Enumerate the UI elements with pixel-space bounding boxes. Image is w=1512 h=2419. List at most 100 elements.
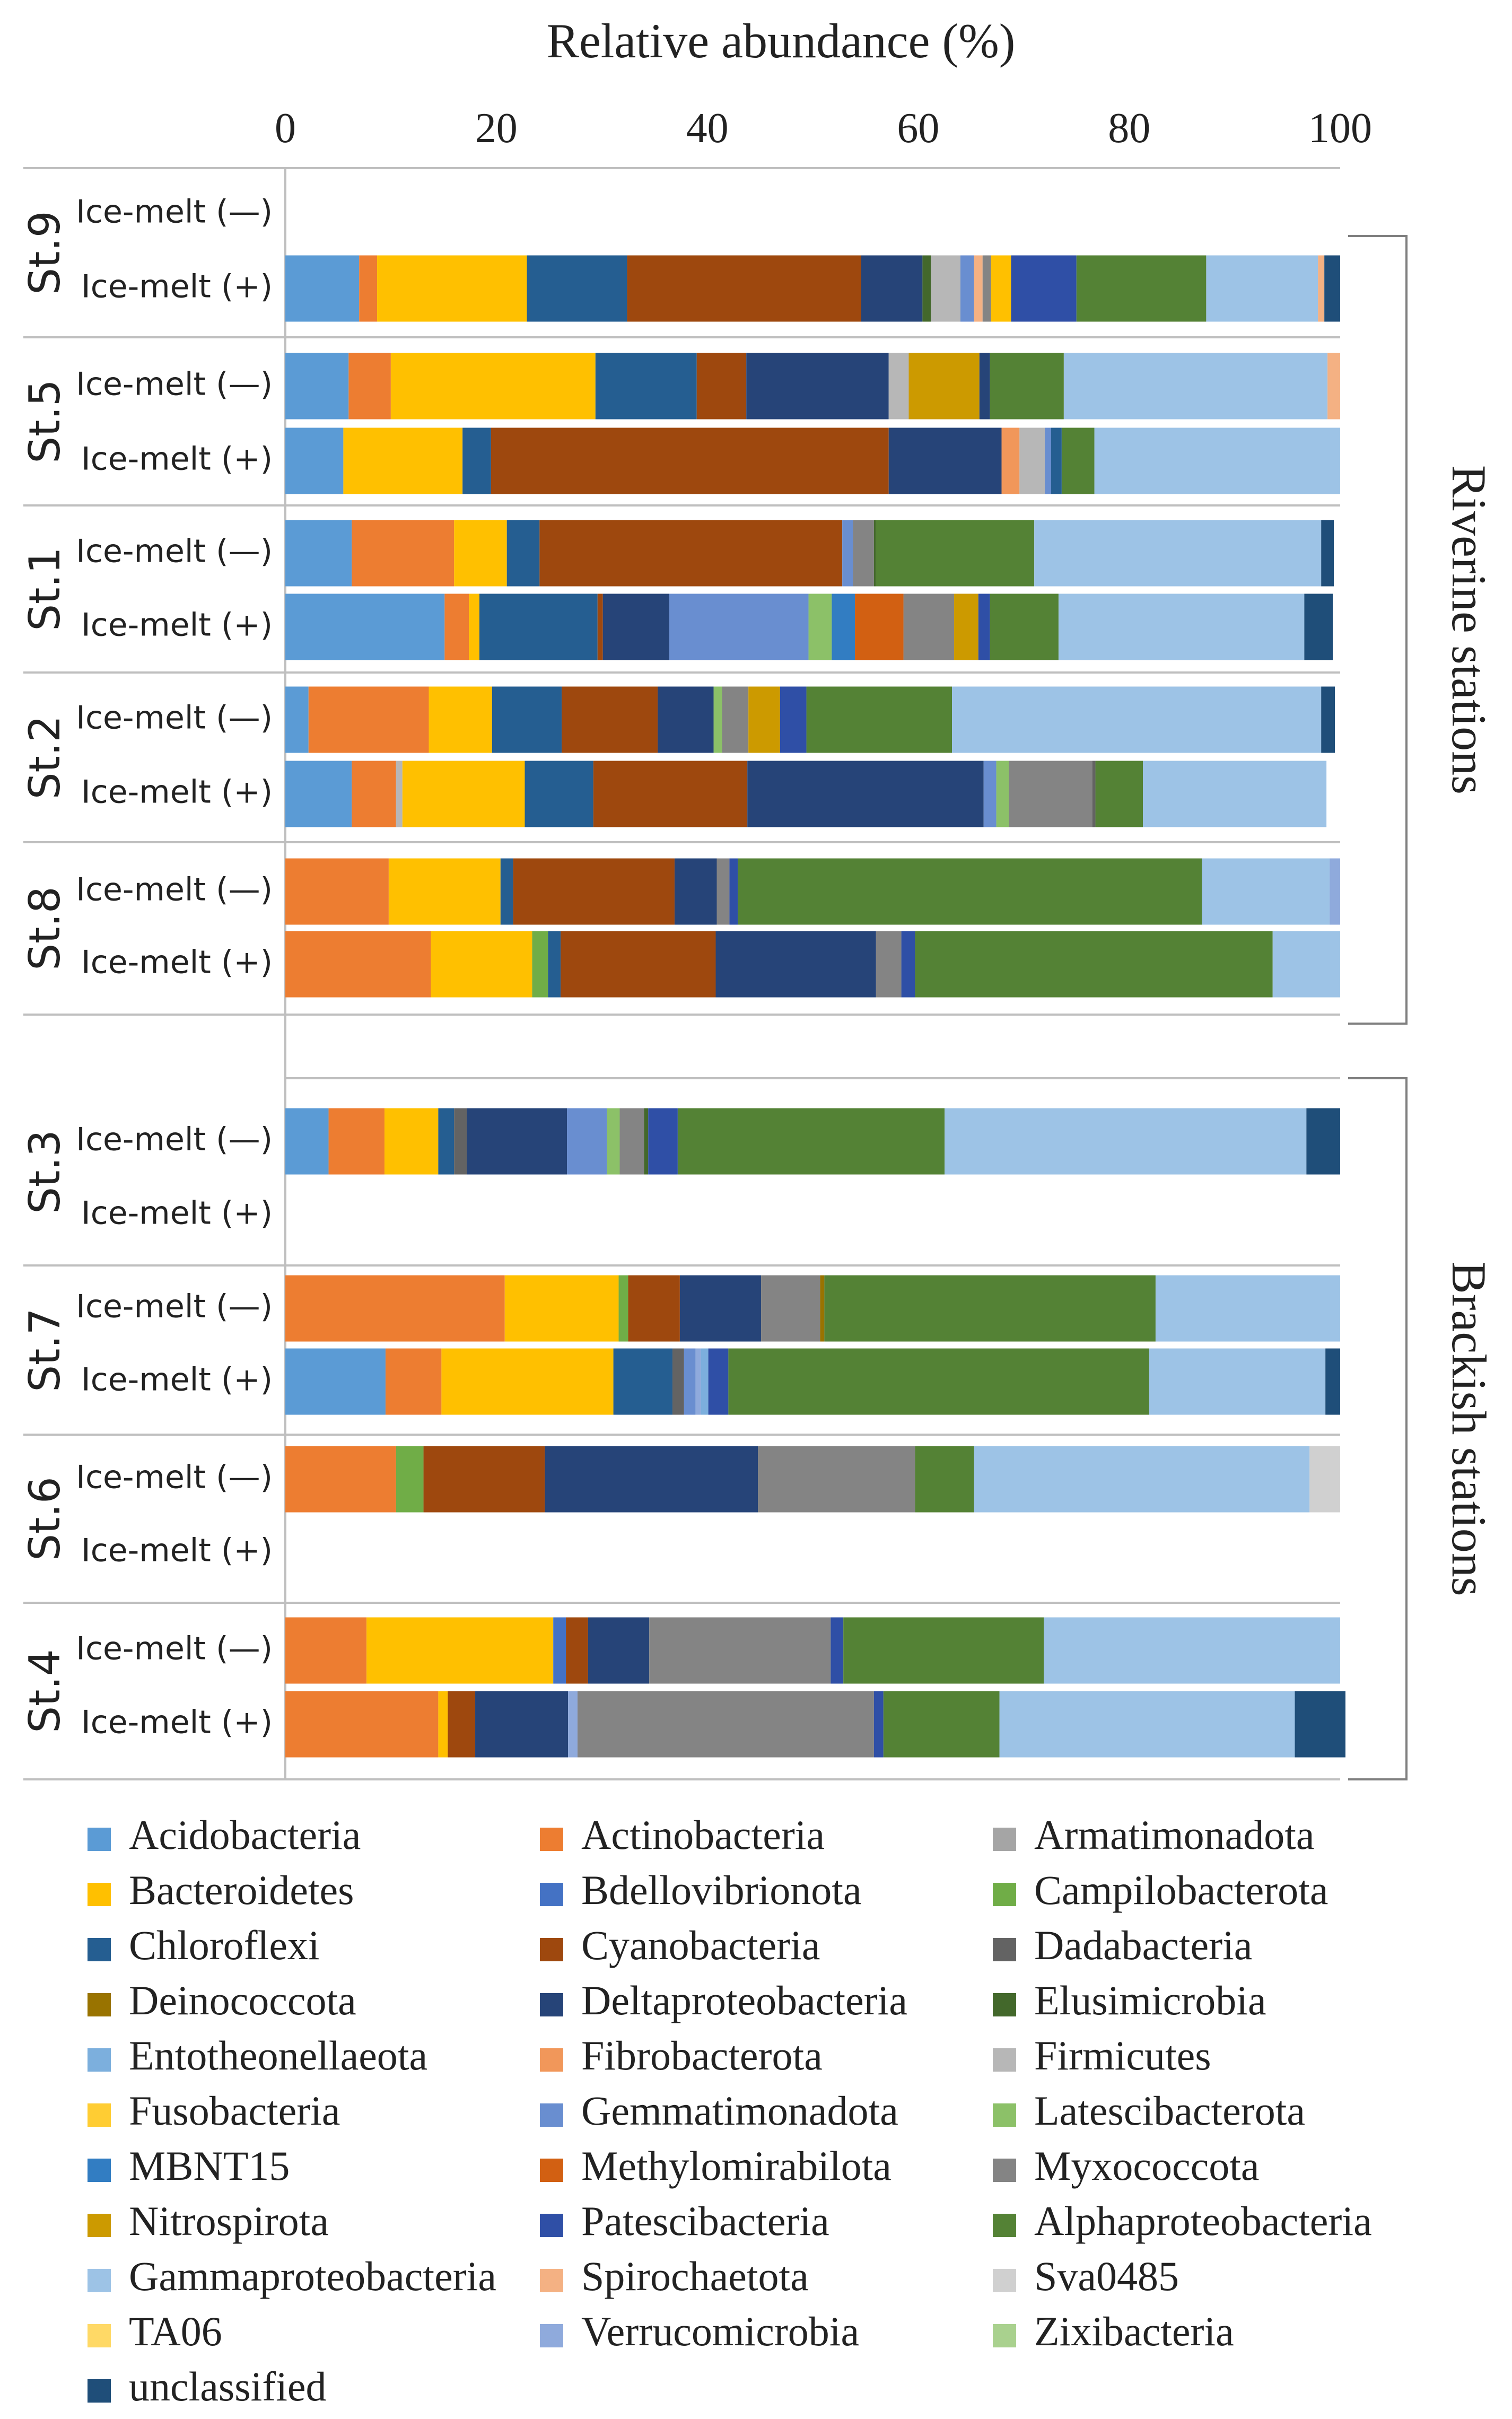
bar-segment-acidobacteria [285, 1348, 386, 1415]
bar-segment-nitrospirota [954, 593, 978, 660]
bar-segment-patescibacteria [978, 593, 990, 660]
bar-segment-patescibacteria [648, 1108, 678, 1175]
bar-segment-alphaproteobacteria [876, 520, 1035, 587]
bar-segment-gammaproteobacteria [1094, 427, 1340, 494]
bar-segment-bdellovibrionota [553, 1617, 566, 1684]
bar-segment-deltaproteobacteria [545, 1446, 758, 1513]
bar-segment-actinobacteria [444, 593, 469, 660]
bar-segment-bacteroidetes [366, 1617, 554, 1684]
legend-label: Fusobacteria [129, 2088, 340, 2134]
bar-segment-alphaproteobacteria [806, 686, 952, 753]
bar-segment-chloroflexi [613, 1348, 672, 1415]
bar-segment-bacteroidetes [390, 353, 596, 420]
legend-label: Armatimonadota [1034, 1812, 1315, 1858]
bar-segment-bacteroidetes [343, 427, 463, 494]
bar-segment-gammaproteobacteria [945, 1108, 1307, 1175]
bar-segment-spirochaetota [1318, 255, 1325, 322]
legend-swatch [540, 1883, 563, 1906]
bar-segment-methylomirabilota [855, 593, 904, 660]
bar-segment-patescibacteria [901, 931, 915, 998]
bar-segment-chloroflexi [479, 593, 598, 660]
station-label: St.7 [20, 1308, 69, 1392]
bar-segment-gammaproteobacteria [1063, 353, 1328, 420]
bar-segment-nitrospirota [748, 686, 780, 753]
bar-segment-campilobacterota [618, 1275, 628, 1342]
bar-segment-deltaproteobacteria [602, 593, 669, 660]
x-tick-label: 60 [897, 105, 939, 152]
row-label: Ice-melt (+) [81, 1532, 273, 1569]
group-label: Riverine stations [1442, 465, 1496, 794]
legend-label: Bacteroidetes [129, 1867, 354, 1913]
bar-segment-bacteroidetes [991, 255, 1011, 322]
bar-segment-cyanobacteria [566, 1617, 588, 1684]
legend-label: unclassified [129, 2363, 327, 2409]
bar-segment-gemmatimonadota [684, 1348, 696, 1415]
bar-segment-deltaproteobacteria [888, 427, 1002, 494]
bar-segment-patescibacteria [831, 1617, 844, 1684]
bar-segment-acidobacteria [285, 1108, 329, 1175]
bar-segment-actinobacteria [308, 686, 429, 753]
legend-label: Actinobacteria [581, 1812, 825, 1858]
x-tick-label: 100 [1308, 105, 1372, 152]
row-label: Ice-melt (—) [76, 1459, 273, 1496]
bar-segment-cyanobacteria [539, 520, 843, 587]
legend-swatch [540, 1993, 563, 2016]
bar-segment-actinobacteria [285, 1691, 439, 1758]
bar-segment-latescibacterota [996, 761, 1009, 827]
bar-segment-actinobacteria [328, 1108, 384, 1175]
x-tick-label: 40 [686, 105, 729, 152]
station-label: St.1 [20, 547, 69, 631]
legend-label: Gammaproteobacteria [129, 2253, 496, 2299]
legend-label: Gemmatimonadota [581, 2088, 898, 2134]
station-label: St.2 [20, 715, 69, 799]
bar-segment-cyanobacteria [628, 1275, 680, 1342]
bar-segment-chloroflexi [1051, 427, 1062, 494]
bar-segment-alphaproteobacteria [990, 593, 1059, 660]
bar-segment-verrucomicrobia [1330, 858, 1340, 925]
bar-segment-actinobacteria [285, 858, 389, 925]
bar-segment-chloroflexi [595, 353, 697, 420]
row-label: Ice-melt (—) [76, 194, 273, 231]
bar-segment-alphaproteobacteria [738, 858, 1202, 925]
bar-segment-alphaproteobacteria [843, 1617, 1044, 1684]
bar-segment-sva0485 [1309, 1446, 1340, 1513]
bar-segment-nitrospirota [908, 353, 980, 420]
bar-segment-verrucomicrobia [695, 1348, 701, 1415]
bar-segment-bacteroidetes [377, 255, 527, 322]
bar-segment-alphaproteobacteria [677, 1108, 945, 1175]
bar-segment-chloroflexi [462, 427, 491, 494]
row-label: Ice-melt (—) [76, 1288, 273, 1325]
legend-swatch [993, 2324, 1016, 2347]
legend-label: Campilobacterota [1034, 1867, 1328, 1913]
row-label: Ice-melt (—) [76, 871, 273, 909]
bar-segment-gammaproteobacteria [952, 686, 1322, 753]
bar-segment-alphaproteobacteria [990, 353, 1064, 420]
bar-segment-acidobacteria [285, 427, 344, 494]
bar-segment-latescibacterota [607, 1108, 620, 1175]
bar-segment-deltaproteobacteria [658, 686, 714, 753]
bar-segment-acidobacteria [285, 686, 309, 753]
row-label: Ice-melt (+) [81, 774, 273, 811]
legend-label: Patescibacteria [581, 2198, 829, 2244]
group-bracket [1348, 235, 1408, 1025]
bar-segment-elusimicrobia [922, 255, 931, 322]
station-label: St.9 [20, 211, 69, 294]
bar-segment-cyanobacteria [562, 686, 658, 753]
bar-segment-alphaproteobacteria [883, 1691, 1000, 1758]
bar-segment-bacteroidetes [454, 520, 507, 587]
bar-segment-actinobacteria [359, 255, 378, 322]
bar-segment-firmicutes [931, 255, 960, 322]
bar-segment-spirochaetota [1327, 353, 1340, 420]
bar-segment-myxococcota [758, 1446, 915, 1513]
bar-segment-gammaproteobacteria [1155, 1275, 1340, 1342]
legend-swatch [88, 2103, 111, 2127]
legend-swatch [88, 2379, 111, 2403]
bar-segment-myxococcota [853, 520, 874, 587]
bar-segment-acidobacteria [285, 353, 349, 420]
legend-swatch [993, 1938, 1016, 1961]
legend-label: Firmicutes [1034, 2032, 1211, 2079]
bar-segment-firmicutes [1019, 427, 1045, 494]
x-tick-label: 80 [1108, 105, 1150, 152]
bar-segment-acidobacteria [285, 761, 352, 827]
